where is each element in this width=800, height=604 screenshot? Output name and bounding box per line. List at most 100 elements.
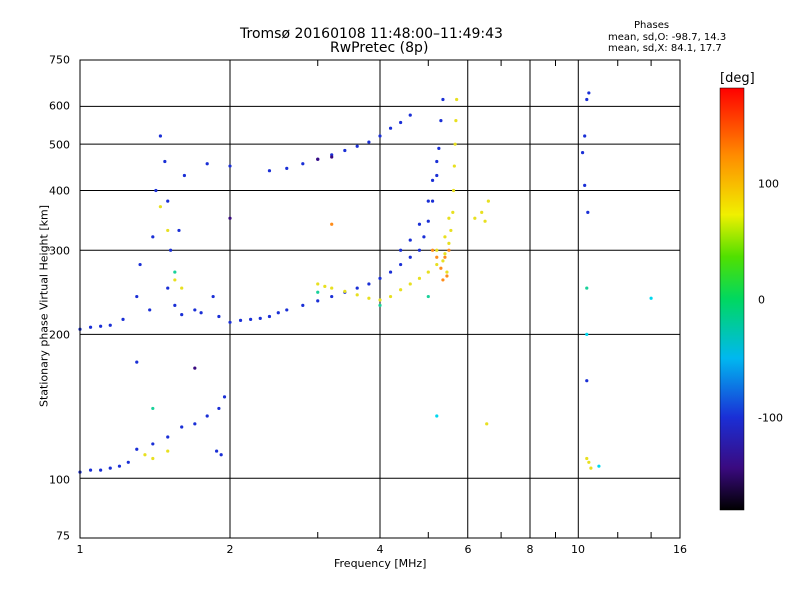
data-point [589,466,593,470]
data-point [166,435,170,439]
data-point [301,303,305,307]
x-tick-label: 10 [571,543,585,556]
data-point [408,255,412,259]
data-point [121,317,125,321]
data-point [323,284,327,289]
data-point [435,159,439,164]
data-point [217,314,221,319]
data-point [426,270,430,274]
data-point [143,453,147,457]
data-point [180,286,184,290]
data-point [649,296,653,300]
data-point [439,266,443,270]
data-point [441,97,445,102]
data-point [583,183,587,187]
data-point [343,289,347,294]
data-point [399,288,403,292]
data-point [388,126,393,130]
y-tick-label: 75 [56,529,70,543]
data-point [99,468,103,472]
data-point [355,286,359,290]
data-point [258,316,262,321]
data-point [430,178,435,182]
data-point [151,235,155,239]
data-point [367,296,371,300]
data-point [215,449,219,453]
data-point [158,205,163,209]
data-point [445,270,449,274]
data-point [585,332,589,336]
data-point [408,282,412,286]
data-point [426,219,430,223]
data-point [166,199,170,203]
y-tick-label: 200 [49,328,70,342]
x-tick-label: 2 [226,543,234,556]
x-tick-label: 1 [76,543,84,556]
data-point [222,395,227,399]
colorbar [719,87,745,511]
data-point [585,286,589,290]
data-point [173,270,177,274]
data-point [449,228,453,233]
y-tick-label: 300 [49,244,70,258]
data-point [108,466,112,470]
colorbar-tick-label: -100 [758,411,783,425]
data-point [193,308,197,312]
data-point [587,91,591,95]
data-point [267,314,272,319]
colorbar-tick-label: 0 [758,293,765,307]
y-tick-label: 750 [49,53,70,67]
data-point [330,294,334,299]
y-tick-label: 400 [49,184,70,198]
colorbar-unit-label: [deg] [720,71,755,86]
data-point [88,325,93,329]
data-point [430,199,435,203]
data-point [217,406,221,411]
data-point [276,311,280,315]
data-point [330,286,334,290]
grid-lines [79,59,681,539]
data-point [445,274,449,278]
data-point [151,456,155,461]
x-tick-label: 8 [526,543,534,556]
data-point [135,294,139,299]
data-point [180,313,184,317]
data-point [408,113,412,117]
data-point [205,162,209,166]
data-point [426,199,430,203]
data-point [486,199,490,203]
data-point [88,468,93,472]
data-point [135,447,139,451]
data-point [108,323,112,327]
data-point [447,248,451,252]
data-point [211,294,215,299]
x-axis-label: Frequency [MHz] [334,557,427,570]
data-points [78,91,653,474]
data-point [367,140,371,144]
data-point [117,464,122,468]
data-point [316,290,320,294]
data-point [148,308,152,312]
data-point [435,173,439,178]
data-point [182,173,186,178]
data-point [138,262,142,267]
x-tick-label: 6 [464,543,472,556]
data-point [485,422,489,426]
data-point [417,276,422,280]
data-point [441,259,445,263]
y-tick-label: 100 [49,473,70,487]
data-point [378,303,382,307]
data-point [585,456,589,461]
data-point [316,282,320,286]
data-point [316,299,320,303]
data-point [408,238,412,242]
data-point [301,162,305,166]
phases-x-mode-stats: mean, sd,X: 84.1, 17.7 [608,43,722,54]
data-point [583,134,587,138]
data-point [473,216,477,220]
data-point [587,460,591,464]
data-point [439,119,443,123]
data-point [166,449,170,453]
data-point [330,153,334,157]
